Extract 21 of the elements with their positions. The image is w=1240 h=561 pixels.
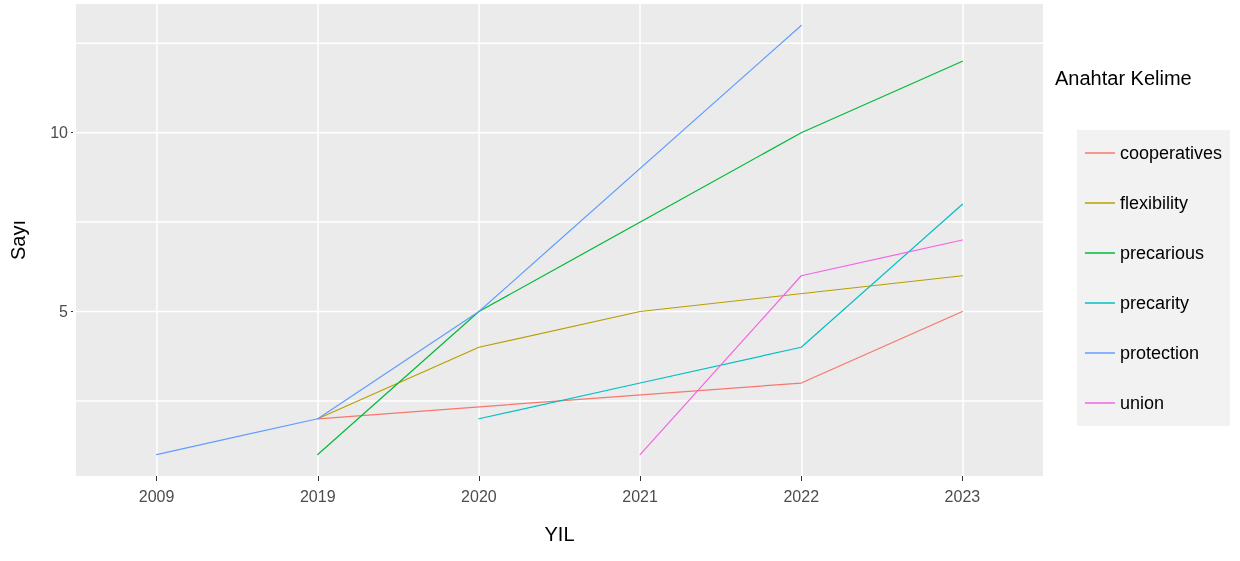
line-series (317, 60, 964, 456)
x-tick-label: 2023 (944, 487, 981, 505)
legend-label: flexibility (1119, 193, 1188, 213)
y-tick-label: 10 (50, 124, 69, 142)
x-tick-label: 2022 (783, 487, 820, 505)
y-axis-title: Sayı (7, 219, 29, 261)
legend-label: protection (1119, 343, 1199, 363)
legend-label: cooperatives (1119, 143, 1222, 163)
x-tick-label: 2009 (138, 487, 175, 505)
x-tick-label: 2021 (622, 487, 658, 505)
x-axis-title: YIL (544, 523, 575, 545)
x-tick-label: 2020 (461, 487, 497, 505)
line-series (478, 203, 964, 420)
y-tick-label: 5 (59, 303, 69, 321)
legend-title: Anahtar Kelime (1055, 67, 1192, 89)
legend-label: union (1119, 393, 1164, 413)
x-tick-label: 2019 (299, 487, 336, 505)
legend-label: precarious (1119, 243, 1204, 263)
line-series (317, 275, 964, 420)
line-series (155, 24, 802, 456)
legend-label: precarity (1119, 293, 1189, 313)
